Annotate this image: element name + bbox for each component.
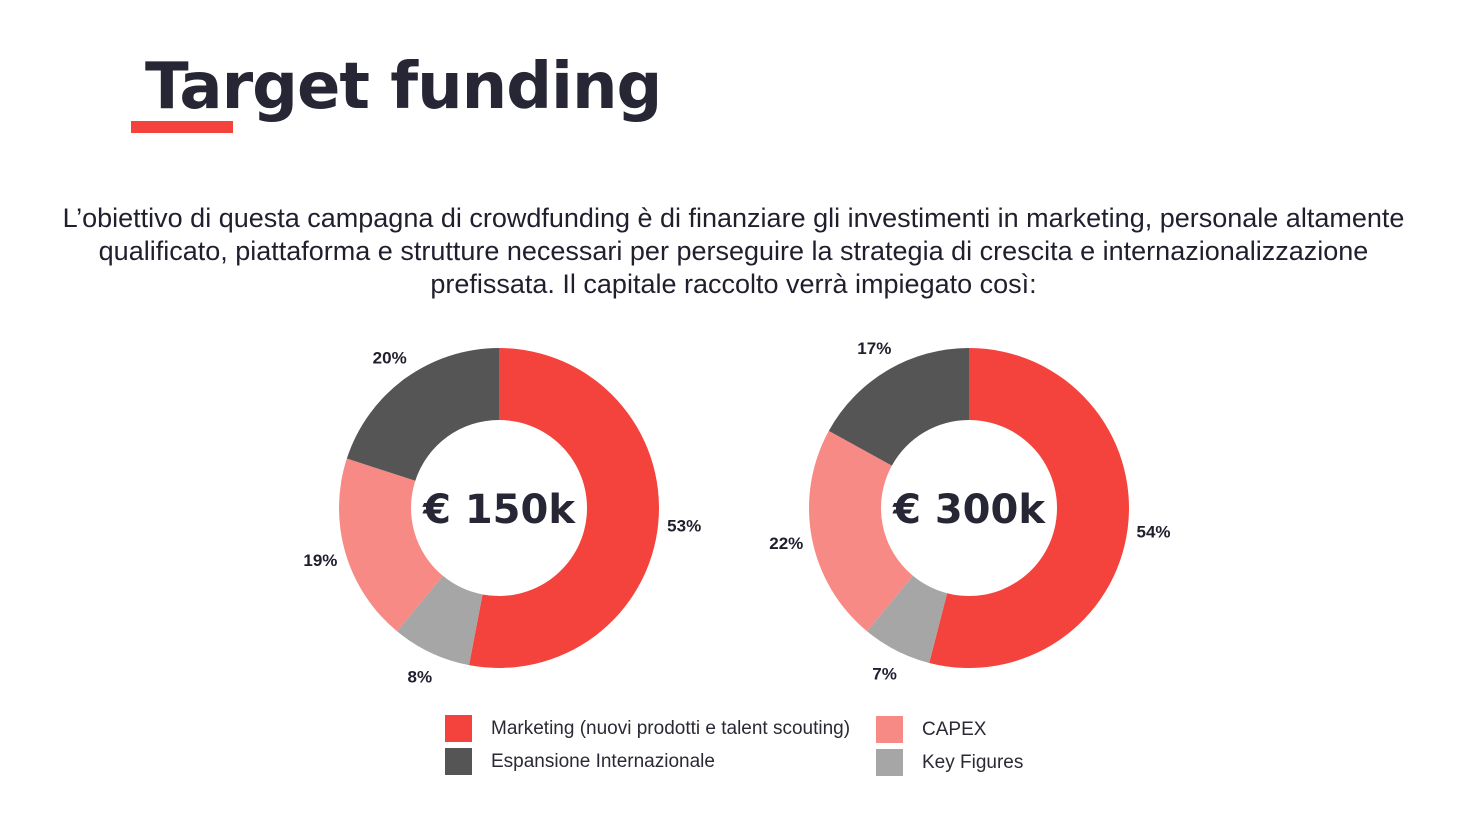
donut-1-label-espansione-internazionale: 20% — [373, 349, 407, 368]
donut-2-slice-capex — [809, 430, 913, 632]
legend-item-capex: CAPEX — [876, 716, 986, 743]
chart-legend: Marketing (nuovi prodotti e talent scout… — [445, 712, 1065, 782]
donut-1-label-marketing: 53% — [667, 517, 701, 536]
page-title: Target funding — [145, 50, 662, 124]
donut-1-slice-capex — [338, 458, 443, 632]
donut-2-slice-marketing — [929, 348, 1129, 668]
legend-item-espansione: Espansione Internazionale — [445, 748, 715, 775]
donut-2-label-capex: 22% — [769, 534, 803, 553]
donut-chart-1: 53% 8% 19% 20% € 150k — [303, 348, 701, 686]
donut-1-slice-key-figures — [397, 575, 483, 666]
legend-label-capex: CAPEX — [922, 718, 987, 740]
donut-chart-2: 54% 7% 22% 17% € 300k — [769, 339, 1170, 684]
donut-1-slice-espansione-internazionale — [346, 348, 499, 481]
donut-2-label-marketing: 54% — [1137, 522, 1171, 541]
donut-1-center-label: € 150k — [422, 487, 576, 533]
donut-1-label-capex: 19% — [303, 551, 337, 570]
donut-2-center-label: € 300k — [892, 487, 1046, 533]
legend-swatch-key-figures — [876, 749, 903, 776]
legend-item-key-figures: Key Figures — [876, 749, 1023, 776]
legend-swatch-marketing — [445, 715, 472, 742]
donut-2-slice-key-figures — [867, 575, 948, 663]
legend-label-key-figures: Key Figures — [922, 751, 1024, 773]
legend-swatch-espansione — [445, 748, 472, 775]
donut-2-slice-espansione-internazionale — [828, 348, 969, 466]
legend-label-espansione: Espansione Internazionale — [491, 750, 715, 772]
legend-swatch-capex — [876, 716, 903, 743]
legend-label-marketing: Marketing (nuovi prodotti e talent scout… — [491, 717, 851, 739]
donut-1-label-key-figures: 8% — [408, 667, 433, 686]
donut-1-slice-marketing — [469, 348, 659, 668]
legend-item-marketing: Marketing (nuovi prodotti e talent scout… — [445, 715, 850, 742]
intro-paragraph: L’obiettivo di questa campagna di crowdf… — [62, 203, 1405, 299]
donut-2-label-key-figures: 7% — [872, 665, 897, 684]
donut-2-label-espansione-internazionale: 17% — [857, 339, 891, 358]
title-underline — [131, 121, 233, 133]
